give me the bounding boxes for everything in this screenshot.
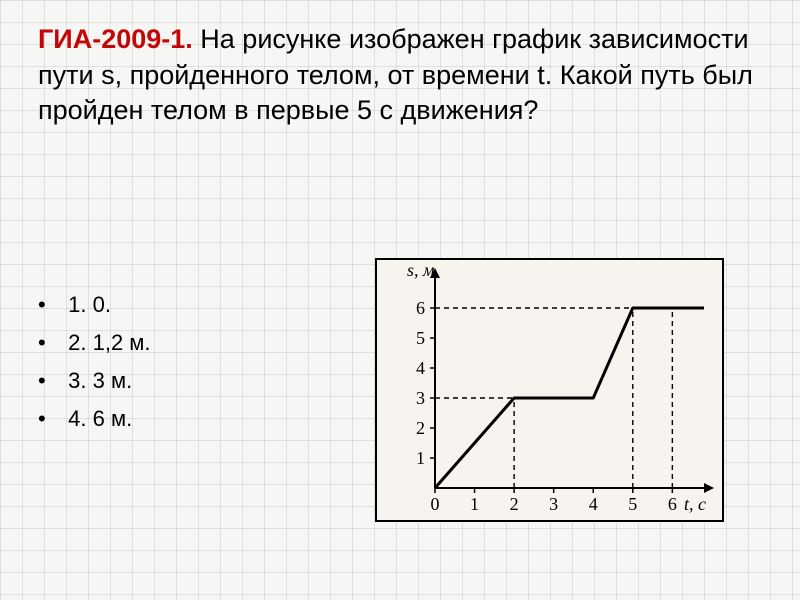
question-prefix: ГИА-2009-1. xyxy=(38,24,193,54)
answer-text: 3 м. xyxy=(93,368,133,393)
svg-text:5: 5 xyxy=(416,328,425,348)
answer-text: 0. xyxy=(93,292,111,317)
answer-number: 3. xyxy=(68,368,86,393)
svg-text:2: 2 xyxy=(416,418,425,438)
svg-text:2: 2 xyxy=(510,494,519,514)
svg-text:6: 6 xyxy=(668,494,677,514)
bullet-icon: • xyxy=(38,368,62,394)
chart-frame: 0 1 2 3 4 5 6 1 2 3 4 5 6 s, м t, с xyxy=(375,258,724,522)
answer-item: • 1. 0. xyxy=(38,292,151,318)
answer-item: • 2. 1,2 м. xyxy=(38,330,151,356)
question-text: ГИА-2009-1. На рисунке изображен график … xyxy=(38,22,772,129)
answer-list: • 1. 0. • 2. 1,2 м. • 3. 3 м. • 4. 6 м. xyxy=(38,280,151,444)
svg-text:6: 6 xyxy=(416,298,425,318)
svg-text:4: 4 xyxy=(589,494,598,514)
answer-text: 6 м. xyxy=(93,406,133,431)
svg-text:4: 4 xyxy=(416,358,425,378)
svg-text:s, м: s, м xyxy=(407,260,435,280)
bullet-icon: • xyxy=(38,406,62,432)
svg-text:3: 3 xyxy=(549,494,558,514)
bullet-icon: • xyxy=(38,292,62,318)
svg-text:1: 1 xyxy=(416,448,425,468)
svg-text:5: 5 xyxy=(628,494,637,514)
svg-text:0: 0 xyxy=(431,494,440,514)
answer-number: 1. xyxy=(68,292,86,317)
answer-number: 4. xyxy=(68,406,86,431)
svg-text:3: 3 xyxy=(416,388,425,408)
svg-text:t, с: t, с xyxy=(684,494,706,514)
answer-item: • 3. 3 м. xyxy=(38,368,151,394)
bullet-icon: • xyxy=(38,330,62,356)
chart: 0 1 2 3 4 5 6 1 2 3 4 5 6 s, м t, с xyxy=(377,260,722,520)
answer-number: 2. xyxy=(68,330,86,355)
svg-text:1: 1 xyxy=(470,494,479,514)
answer-item: • 4. 6 м. xyxy=(38,406,151,432)
answer-text: 1,2 м. xyxy=(93,330,151,355)
